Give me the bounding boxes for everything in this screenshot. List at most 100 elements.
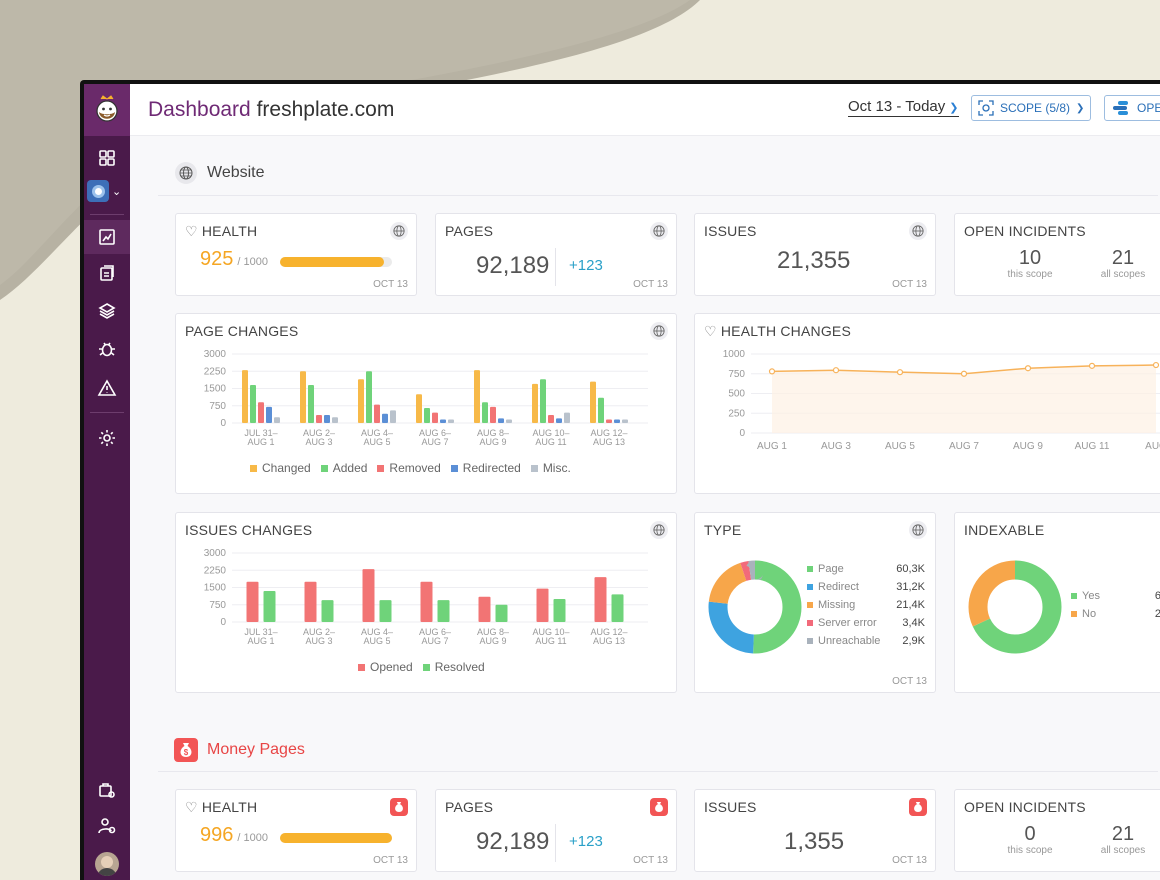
issues-card[interactable]: ISSUES 21,355 OCT 13: [694, 213, 936, 296]
health-changes-card[interactable]: ♡ HEALTH CHANGES 1000 750 500 250 0 AUG 1 AUG …: [694, 313, 1160, 494]
legend-value: 2: [1154, 608, 1160, 620]
app-screen: ⌄: [84, 84, 1160, 880]
settings-gear-icon[interactable]: [95, 426, 119, 450]
bar: [553, 599, 566, 622]
card-date: OCT 13: [892, 676, 927, 687]
legend-item[interactable]: Opened: [358, 660, 413, 674]
money-health-card[interactable]: ♡ HEALTH 996/ 1000 OCT 13: [175, 789, 417, 872]
heart-icon: ♡: [704, 323, 717, 339]
money-bag-icon: [909, 798, 927, 816]
page-changes-card[interactable]: PAGE CHANGES 3000 2250 1500 750 0 JUL 31– AUG …: [175, 313, 677, 494]
reports-chart-icon[interactable]: [95, 225, 119, 249]
x-tick-label: AUG 7: [421, 636, 448, 646]
legend-item[interactable]: Page 60,3K: [807, 560, 925, 578]
legend-item[interactable]: Server error 3,4K: [807, 614, 925, 632]
x-tick-label: AUG 2–: [303, 627, 335, 637]
indexable-card[interactable]: INDEXABLE Yes 6 No 2: [954, 512, 1160, 693]
globe-icon: [175, 162, 197, 184]
user-settings-icon[interactable]: [95, 814, 119, 838]
money-open-incidents-card[interactable]: OPEN INCIDENTS 0 this scope 21 all scope…: [954, 789, 1160, 872]
user-avatar[interactable]: [95, 852, 119, 876]
money-issues-card[interactable]: ISSUES 1,355 OCT 13: [694, 789, 936, 872]
legend-swatch: [807, 638, 813, 644]
scope-button[interactable]: SCOPE (5/8) ❯: [971, 95, 1091, 121]
bar: [432, 412, 438, 423]
bar: [416, 394, 422, 423]
bar: [448, 419, 454, 423]
legend-swatch: [1071, 593, 1077, 599]
legend-item[interactable]: Misc.: [530, 461, 571, 475]
card-title: PAGES: [445, 223, 494, 239]
money-bag-icon: [650, 798, 668, 816]
globe-icon: [390, 222, 408, 240]
bar: [324, 414, 330, 423]
open-icon: [1113, 101, 1128, 115]
money-pages-card[interactable]: PAGES 92,189 +123 OCT 13: [435, 789, 677, 872]
card-title: ISSUES: [704, 223, 757, 239]
top-header: Dashboard freshplate.com Oct 13 - Today ❯…: [130, 84, 1160, 136]
pages-icon[interactable]: [95, 261, 119, 285]
legend-item[interactable]: Unreachable 2,9K: [807, 632, 925, 650]
legend-item[interactable]: Missing 21,4K: [807, 596, 925, 614]
y-tick-label: 1500: [204, 583, 227, 594]
legend-item[interactable]: Redirect 31,2K: [807, 578, 925, 596]
legend-label: Added: [332, 461, 368, 475]
bar: [490, 406, 496, 423]
card-title: OPEN INCIDENTS: [964, 799, 1086, 815]
legend-item[interactable]: Yes 6: [1071, 587, 1160, 605]
x-tick-label: AUG 5: [885, 441, 915, 452]
money-bag-icon: $: [174, 738, 198, 762]
grid-icon[interactable]: [95, 146, 119, 170]
bar: [382, 413, 388, 423]
y-tick-label: 250: [728, 408, 745, 419]
legend-swatch: [807, 566, 813, 572]
x-tick-label: AUG 8–: [477, 428, 509, 438]
type-card[interactable]: TYPE Page 60,3K Redirect 31,2K Missing 21,4K S…: [694, 512, 936, 693]
date-range-selector[interactable]: Oct 13 - Today ❯: [848, 98, 959, 117]
health-score: 925/ 1000: [200, 248, 268, 271]
health-bar-fill: [280, 833, 392, 843]
card-title: TYPE: [704, 522, 742, 538]
legend-item[interactable]: Changed: [250, 461, 311, 475]
pages-card[interactable]: PAGES 92,189 +123 OCT 13: [435, 213, 677, 296]
card-title-text: HEALTH: [201, 799, 258, 815]
scope-label: SCOPE (5/8): [1000, 101, 1071, 115]
donut-slice: [708, 560, 802, 654]
open-incidents-card[interactable]: OPEN INCIDENTS 10 this scope 21 all scop…: [954, 213, 1160, 296]
x-tick-label: AUG 9: [479, 636, 506, 646]
legend-item[interactable]: Redirected: [450, 461, 521, 475]
open-button[interactable]: OPE: [1104, 95, 1160, 121]
warning-icon[interactable]: [95, 376, 119, 400]
bug-icon[interactable]: [95, 336, 119, 360]
legend-label: Changed: [262, 461, 311, 475]
project-settings-icon[interactable]: [95, 778, 119, 802]
x-tick-label: AUG 10–: [532, 627, 569, 637]
issues-changes-card[interactable]: ISSUES CHANGES 3000 2250 1500 750 0 JUL 31– AU…: [175, 512, 677, 693]
layers-icon[interactable]: [95, 299, 119, 323]
bar: [614, 419, 620, 423]
x-tick-label: AUG 7: [949, 441, 979, 452]
card-date: OCT 13: [633, 279, 668, 290]
app-logo[interactable]: [84, 84, 130, 136]
legend-item[interactable]: Added: [320, 461, 368, 475]
legend-value: 21,4K: [896, 599, 925, 611]
type-donut-chart: [708, 560, 802, 654]
card-title: ♡ HEALTH: [185, 223, 257, 240]
bar: [246, 581, 259, 622]
project-switcher[interactable]: ⌄: [87, 180, 127, 202]
x-tick-label: AUG 6–: [419, 428, 451, 438]
bar: [564, 412, 570, 423]
legend-item[interactable]: No 2: [1071, 605, 1160, 623]
y-tick-label: 3000: [204, 349, 227, 360]
legend-swatch: [450, 464, 458, 472]
y-tick-label: 0: [220, 617, 226, 628]
x-tick-label: AUG 11: [535, 636, 566, 646]
bar: [498, 418, 504, 423]
donut-slice: [968, 560, 1062, 654]
bar: [321, 600, 334, 622]
legend-item[interactable]: Resolved: [422, 660, 485, 674]
bar: [506, 419, 512, 423]
health-card[interactable]: ♡ HEALTH 925/ 1000 OCT 13: [175, 213, 417, 296]
legend-item[interactable]: Removed: [377, 461, 441, 475]
card-date: OCT 13: [892, 855, 927, 866]
